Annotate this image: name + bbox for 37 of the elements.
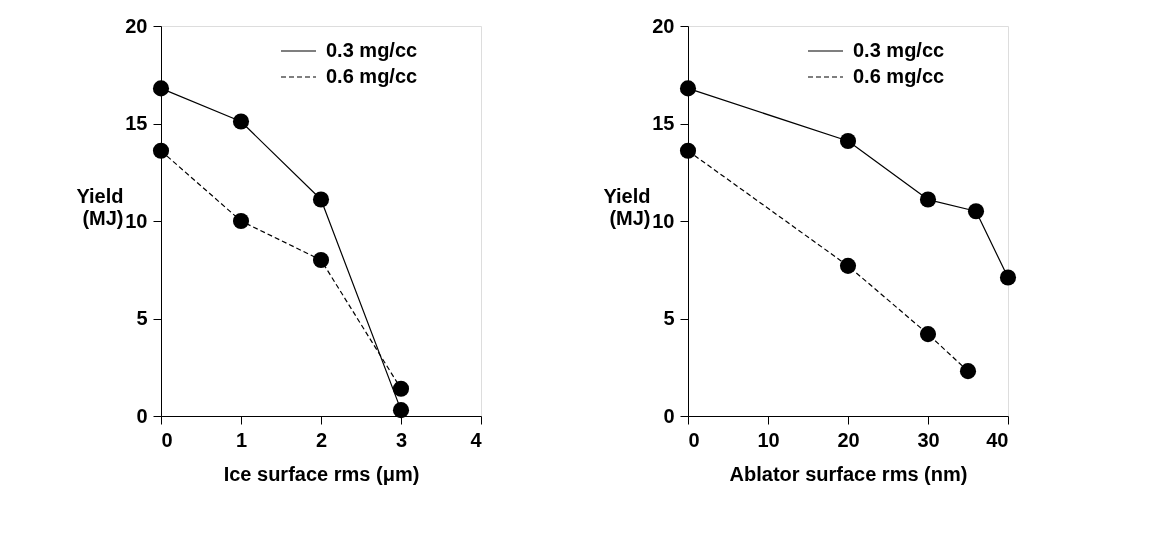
y-tick-label: 5	[663, 307, 675, 329]
point	[999, 269, 1017, 286]
x-tick-label: 10	[757, 428, 780, 451]
y-tick-label: 10	[125, 209, 148, 232]
x-tick-label: 0	[161, 428, 173, 451]
legend-label: 0.3 mg/cc	[326, 39, 418, 61]
x-tick-label: 2	[315, 428, 328, 451]
y-axis-title: Yield (MJ)	[603, 184, 651, 229]
x-tick-label: 0	[688, 428, 700, 451]
y-tick-label: 0	[136, 404, 148, 427]
x-axis-title: Ablator surface rms (nm)	[729, 462, 968, 485]
y-tick-label: 0	[663, 404, 675, 427]
legend-label: 0.3 mg/cc	[853, 39, 945, 61]
y-tick-label: 20	[652, 14, 675, 37]
legend-label: 0.6 mg/cc	[326, 65, 418, 87]
point	[967, 203, 985, 220]
point	[839, 133, 857, 150]
y-tick-label: 15	[125, 112, 148, 134]
y-tick-label: 20	[125, 14, 148, 37]
x-tick-label: 4	[470, 428, 483, 451]
legend-label: 0.6 mg/cc	[853, 65, 945, 87]
x-tick-label: 40	[986, 428, 1009, 451]
y-tick-label: 10	[652, 209, 675, 232]
point	[919, 191, 937, 208]
y-axis-title: Yield (MJ)	[76, 184, 124, 229]
x-tick-label: 20	[837, 428, 860, 451]
point	[839, 257, 857, 274]
x-tick-label: 1	[235, 428, 248, 451]
y-tick-label: 5	[136, 307, 148, 329]
point	[679, 80, 697, 97]
y-tick-label: 15	[652, 112, 675, 134]
point	[919, 326, 937, 343]
x-axis-title: Ice surface rms (μm)	[223, 462, 420, 485]
x-tick-label: 30	[917, 428, 940, 451]
point	[679, 142, 697, 159]
x-tick-label: 3	[395, 428, 408, 451]
point	[959, 363, 977, 380]
